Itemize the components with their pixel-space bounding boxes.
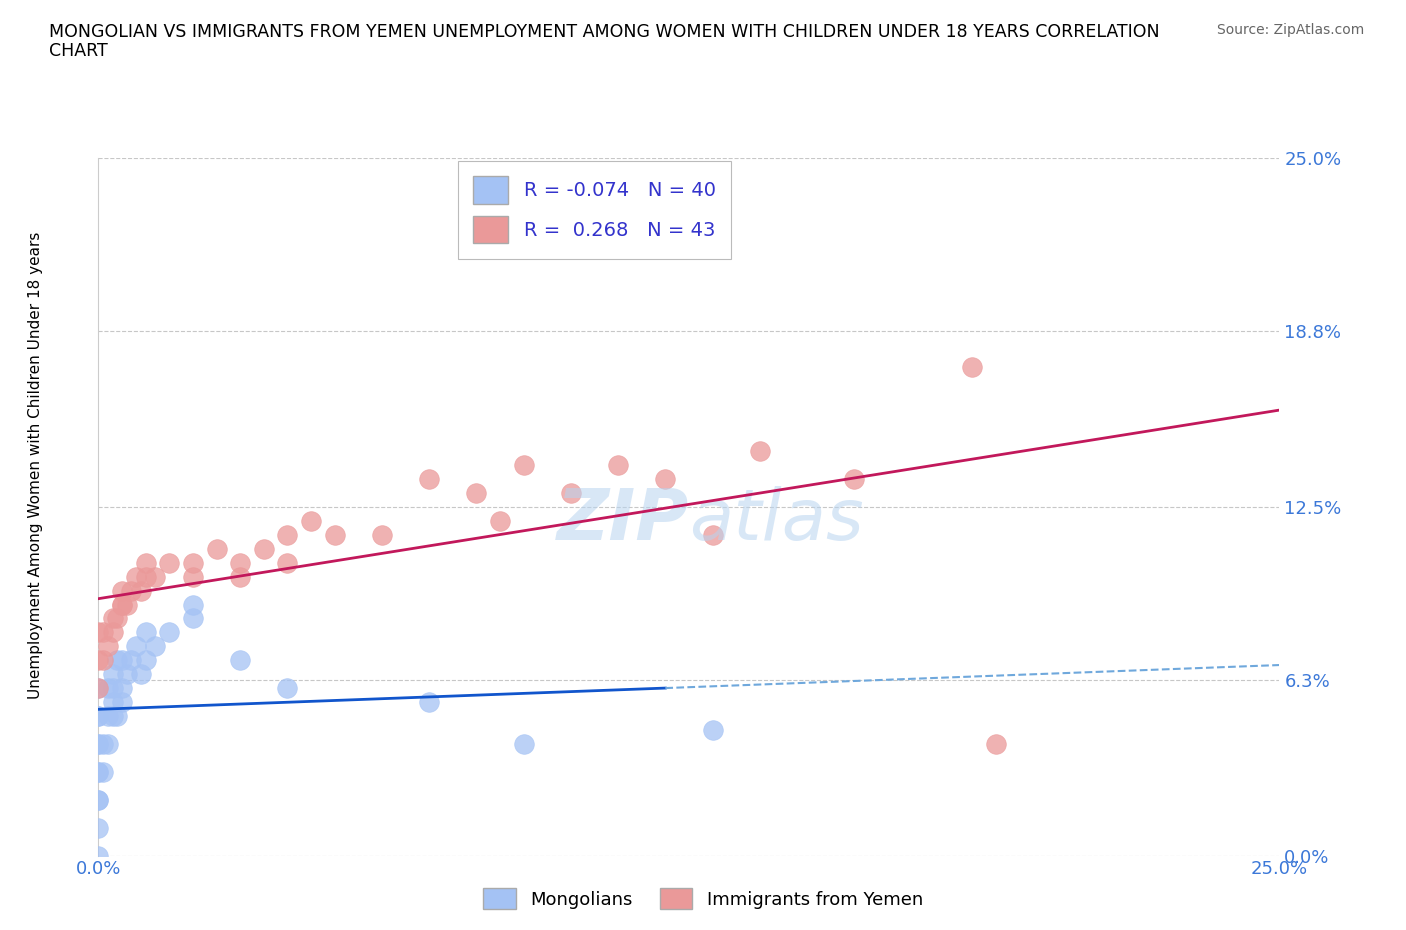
Point	[101, 625, 124, 640]
Point	[125, 569, 148, 584]
Point	[111, 597, 134, 612]
Text: CHART: CHART	[49, 42, 108, 60]
Point	[87, 764, 110, 779]
Point	[125, 639, 148, 654]
Point	[111, 597, 134, 612]
Text: ZIP: ZIP	[557, 486, 689, 555]
Point	[97, 709, 120, 724]
Point	[105, 653, 128, 668]
Text: Unemployment Among Women with Children Under 18 years: Unemployment Among Women with Children U…	[28, 232, 42, 698]
Point	[105, 709, 128, 724]
Point	[276, 555, 298, 570]
Point	[87, 625, 110, 640]
Point	[229, 653, 252, 668]
Point	[205, 541, 228, 556]
Point	[157, 555, 180, 570]
Point	[276, 527, 298, 542]
Point	[101, 611, 124, 626]
Point	[87, 737, 110, 751]
Legend: Mongolians, Immigrants from Yemen: Mongolians, Immigrants from Yemen	[477, 881, 929, 916]
Point	[87, 653, 110, 668]
Point	[87, 792, 110, 807]
Point	[418, 472, 440, 486]
Point	[87, 681, 110, 696]
Point	[143, 639, 166, 654]
Point	[181, 555, 204, 570]
Point	[984, 737, 1007, 751]
Point	[181, 569, 204, 584]
Point	[97, 639, 120, 654]
Point	[465, 485, 488, 500]
Point	[748, 444, 770, 458]
Point	[87, 820, 110, 835]
Point	[607, 458, 630, 472]
Point	[87, 848, 110, 863]
Point	[87, 709, 110, 724]
Point	[115, 667, 138, 682]
Point	[229, 569, 252, 584]
Point	[135, 555, 157, 570]
Text: atlas: atlas	[689, 486, 863, 555]
Text: MONGOLIAN VS IMMIGRANTS FROM YEMEN UNEMPLOYMENT AMONG WOMEN WITH CHILDREN UNDER : MONGOLIAN VS IMMIGRANTS FROM YEMEN UNEMP…	[49, 23, 1160, 41]
Point	[97, 681, 120, 696]
Point	[181, 611, 204, 626]
Point	[702, 723, 724, 737]
Point	[489, 513, 512, 528]
Point	[702, 527, 724, 542]
Point	[101, 681, 124, 696]
Text: Source: ZipAtlas.com: Source: ZipAtlas.com	[1216, 23, 1364, 37]
Point	[91, 737, 114, 751]
Point	[135, 625, 157, 640]
Point	[91, 764, 114, 779]
Point	[512, 458, 534, 472]
Point	[157, 625, 180, 640]
Point	[87, 681, 110, 696]
Point	[87, 737, 110, 751]
Point	[121, 653, 143, 668]
Point	[299, 513, 322, 528]
Point	[962, 360, 984, 375]
Point	[323, 527, 346, 542]
Point	[276, 681, 298, 696]
Point	[135, 569, 157, 584]
Point	[91, 625, 114, 640]
Legend: R = -0.074   N = 40, R =  0.268   N = 43: R = -0.074 N = 40, R = 0.268 N = 43	[457, 161, 731, 259]
Point	[111, 583, 134, 598]
Point	[229, 555, 252, 570]
Point	[87, 792, 110, 807]
Point	[143, 569, 166, 584]
Point	[111, 681, 134, 696]
Point	[654, 472, 676, 486]
Point	[844, 472, 866, 486]
Point	[101, 709, 124, 724]
Point	[371, 527, 394, 542]
Point	[111, 653, 134, 668]
Point	[115, 597, 138, 612]
Point	[512, 737, 534, 751]
Point	[129, 583, 152, 598]
Point	[97, 737, 120, 751]
Point	[101, 667, 124, 682]
Point	[101, 695, 124, 710]
Point	[91, 653, 114, 668]
Point	[105, 611, 128, 626]
Point	[87, 709, 110, 724]
Point	[253, 541, 276, 556]
Point	[121, 583, 143, 598]
Point	[129, 667, 152, 682]
Point	[135, 653, 157, 668]
Point	[560, 485, 582, 500]
Point	[111, 695, 134, 710]
Point	[181, 597, 204, 612]
Point	[418, 695, 440, 710]
Point	[87, 764, 110, 779]
